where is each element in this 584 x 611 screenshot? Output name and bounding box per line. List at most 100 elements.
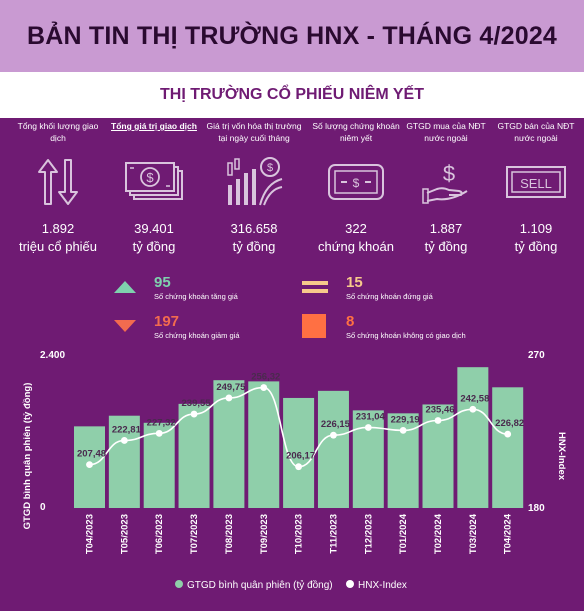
stat-label: Số lượng chứng khoán niêm yết <box>312 121 400 143</box>
declining-label: Số chứng khoán giảm giá <box>154 331 240 340</box>
hnx-index-point <box>295 463 302 471</box>
x-tick-label: T12/2023 <box>363 514 374 554</box>
stat-unit: tỷ đồng <box>232 239 276 254</box>
bar-t03-2024 <box>457 367 489 508</box>
unchanged-label: Số chứng khoán đứng giá <box>346 292 433 301</box>
legend-line-swatch <box>346 580 354 588</box>
bar-t06-2023 <box>143 422 175 508</box>
stat-label: GTGD mua của NĐT nước ngoài <box>406 121 486 143</box>
y-right-max-tick: 270 <box>528 350 545 361</box>
y-max-tick: 2.400 <box>40 350 65 361</box>
page-title: BẢN TIN THỊ TRƯỜNG HNX - THÁNG 4/2024 <box>26 21 558 50</box>
chart-legend: GTGD bình quân phiên (tỷ đồng) HNX-Index <box>175 579 407 591</box>
stat-unit: tỷ đồng <box>424 239 468 254</box>
stat-unit: tỷ đồng <box>514 239 558 254</box>
hand-dollar-icon: $ <box>398 146 494 218</box>
banknotes-icon: $ <box>106 146 202 218</box>
combo-chart: 207,48 222,81 227,32 239,55 249,75 256,32 206,… <box>0 346 584 611</box>
stat-total-value: Tổng giá trị giao dịch $ 39.401 tỷ đồng <box>106 120 202 257</box>
declining-stocks: 197 Số chứng khoán giảm giá <box>112 314 240 342</box>
hnx-index-label: 206,17 <box>286 451 315 462</box>
hnx-index-point <box>504 430 512 438</box>
sell-sign-icon: SELL <box>488 146 584 218</box>
stat-value: 1.887 <box>429 221 463 236</box>
hnx-index-point <box>120 437 128 444</box>
stat-value: 1.892 <box>41 221 75 236</box>
hnx-index-point <box>260 384 268 391</box>
x-tick-label: T03/2024 <box>468 513 479 554</box>
stat-unit: chứng khoán <box>318 239 394 254</box>
x-tick-label: T10/2023 <box>294 514 305 554</box>
square-icon <box>302 314 326 338</box>
stat-label: Tổng giá trị giao dịch <box>111 121 197 131</box>
hnx-index-point <box>364 424 372 431</box>
hnx-index-label: 239,55 <box>182 398 212 409</box>
bar-t05-2023 <box>108 415 140 508</box>
up-triangle-icon <box>114 281 136 293</box>
stat-foreign-buy: GTGD mua của NĐT nước ngoài $ 1.887 tỷ đ… <box>398 120 494 257</box>
title-banner: BẢN TIN THỊ TRƯỜNG HNX - THÁNG 4/2024 <box>0 0 584 72</box>
stat-value: 316.658 <box>230 221 278 236</box>
hnx-index-label: 256,32 <box>251 372 280 383</box>
y-axis-label: GTGD bình quân phiên (tỷ đồng) <box>22 383 33 530</box>
stat-listed-securities: Số lượng chứng khoán niêm yết $ 322 chứn… <box>308 120 404 257</box>
stat-label: GTGD bán của NĐT nước ngoài <box>497 121 575 143</box>
bar-t08-2023 <box>213 380 245 508</box>
hnx-index-label: 227,32 <box>147 417 176 428</box>
hnx-index-label: 226,82 <box>495 418 524 429</box>
hnx-index-point <box>434 417 442 424</box>
hnx-index-label: 229,19 <box>391 414 420 425</box>
stat-market-cap: Giá trị vốn hóa thị trường tại ngày cuối… <box>206 120 302 257</box>
x-tick-label: T11/2023 <box>328 514 339 554</box>
x-tick-label: T02/2024 <box>433 513 444 554</box>
stat-unit: tỷ đồng <box>132 239 176 254</box>
section-title: THỊ TRƯỜNG CỔ PHIẾU NIÊM YẾT <box>160 86 424 103</box>
hnx-index-label: 226,15 <box>321 419 351 430</box>
hnx-index-point <box>86 461 93 469</box>
y-right-min-tick: 180 <box>528 503 545 514</box>
no-trade-label: Số chứng khoán không có giao dịch <box>346 331 466 340</box>
hnx-index-label: 235,46 <box>425 404 454 415</box>
unchanged-stocks: 15 Số chứng khoán đứng giá <box>302 275 433 303</box>
no-trade-stocks: 8 Số chứng khoán không có giao dịch <box>302 314 466 342</box>
hnx-index-label: 231,04 <box>356 411 386 422</box>
x-tick-label: T08/2023 <box>224 514 235 554</box>
svg-text:$: $ <box>146 170 154 185</box>
svg-text:$: $ <box>353 176 360 190</box>
hnx-index-label: 222,81 <box>112 424 142 435</box>
hnx-index-point <box>225 394 233 402</box>
x-tick-label: T06/2023 <box>154 514 165 554</box>
stat-unit: triệu cổ phiếu <box>18 239 98 254</box>
bar-t04-2024 <box>492 387 524 508</box>
stat-value: 322 <box>345 221 367 236</box>
equals-icon <box>302 281 328 293</box>
stat-value: 1.109 <box>519 221 553 236</box>
y-min-tick: 0 <box>40 502 46 513</box>
stat-label: Tổng khối lượng giao dịch <box>17 121 99 143</box>
section-banner: THỊ TRƯỜNG CỔ PHIẾU NIÊM YẾT <box>0 72 584 118</box>
bar-t09-2023 <box>248 381 280 508</box>
growth-chart-coin-icon: $ <box>206 146 302 218</box>
up-down-arrows-icon <box>10 146 106 218</box>
x-tick-label: T04/2024 <box>503 513 514 554</box>
svg-text:$: $ <box>443 161 455 186</box>
y-axis-right-label: HNX-Index <box>556 432 567 481</box>
x-tick-label: T04/2023 <box>85 514 96 554</box>
stat-value: 39.401 <box>134 221 174 236</box>
legend-bar-label: GTGD bình quân phiên (tỷ đồng) <box>187 579 333 591</box>
advancing-count: 95 <box>154 274 171 291</box>
stat-foreign-sell: GTGD bán của NĐT nước ngoài SELL 1.109 t… <box>488 120 584 257</box>
stat-total-volume: Tổng khối lượng giao dịch 1.892 triệu cổ… <box>10 120 106 257</box>
hnx-index-point <box>330 431 337 439</box>
hnx-index-point <box>190 410 198 418</box>
svg-text:$: $ <box>267 162 273 174</box>
unchanged-count: 15 <box>346 274 363 291</box>
hnx-index-label: 207,48 <box>77 449 106 460</box>
stat-label: Giá trị vốn hóa thị trường tại ngày cuối… <box>206 121 302 143</box>
declining-count: 197 <box>154 313 180 330</box>
x-tick-label: T05/2023 <box>119 514 130 554</box>
x-tick-label: T01/2024 <box>398 513 409 554</box>
hnx-index-label: 242,58 <box>460 393 489 404</box>
hnx-index-point <box>469 405 477 413</box>
down-triangle-icon <box>114 320 136 332</box>
